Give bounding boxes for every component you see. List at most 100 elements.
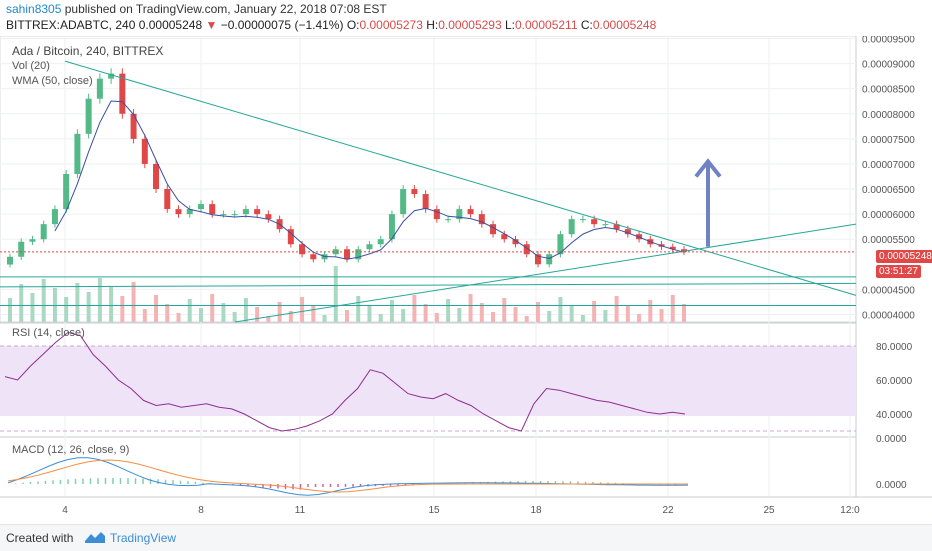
- footer: Created with TradingView: [0, 524, 932, 551]
- candle-body: [624, 229, 631, 235]
- main-panel-frame: [0, 35, 857, 323]
- volume-bar: [558, 297, 563, 322]
- volume-bar: [221, 303, 226, 322]
- candle-body: [119, 73, 126, 114]
- candle-body: [287, 229, 294, 245]
- tradingview-logo-icon: [85, 532, 105, 543]
- candle-body: [265, 214, 272, 220]
- candle-body: [130, 113, 137, 139]
- macd-tick-label: 0.0000: [876, 480, 907, 491]
- volume-bar: [19, 284, 24, 322]
- volume-bar: [670, 295, 675, 322]
- time-tick-label: 15: [428, 505, 440, 516]
- candle-body: [501, 234, 508, 240]
- volume-bar: [154, 295, 159, 322]
- candle-body: [433, 209, 440, 220]
- time-tick-label: 22: [662, 505, 674, 516]
- author-link[interactable]: sahin8305: [6, 2, 62, 16]
- price-tick-label: 0.00007000: [862, 160, 915, 171]
- volume-bar: [389, 300, 394, 322]
- volume-bar: [187, 299, 192, 322]
- close-value: 0.00005248: [592, 18, 657, 32]
- tradingview-brand-link[interactable]: TradingView: [110, 531, 177, 545]
- volume-bar: [423, 304, 428, 322]
- volume-bar: [41, 279, 46, 322]
- chart-svg[interactable]: 4 8 11 15 18 22 25 12:0 0.00009500 0.00009000 0.00…: [0, 35, 932, 524]
- volume-legend: Vol (20): [12, 60, 50, 72]
- rsi-title: RSI (14, close): [12, 327, 85, 339]
- volume-bar: [614, 296, 619, 322]
- candle-body: [242, 209, 249, 215]
- last-price: 0.00005248: [138, 18, 203, 32]
- volume-bar: [603, 310, 608, 322]
- low-label: L:: [504, 18, 515, 32]
- candle-body: [579, 219, 586, 221]
- low-value: 0.00005211: [515, 18, 578, 32]
- rsi-tick-label: 60.0000: [876, 376, 913, 387]
- volume-bar: [502, 298, 507, 322]
- ohlc-line: BITTREX:ADABTC, 240 0.00005248 ▼ −0.0000…: [6, 18, 656, 32]
- price-tick-label: 0.00008000: [862, 110, 915, 121]
- chart-area[interactable]: 4 8 11 15 18 22 25 12:0 0.00009500 0.00009000 0.00…: [0, 35, 932, 524]
- volume-bar: [8, 298, 12, 322]
- current-price-badge: 0.00005248: [876, 250, 932, 263]
- volume-bar: [120, 296, 125, 322]
- open-value: 0.00005273: [359, 18, 423, 32]
- publish-line: sahin8305 published on TradingView.com, …: [6, 2, 387, 16]
- volume-bar: [625, 305, 630, 322]
- high-value: 0.00005293: [438, 18, 502, 32]
- candle-body: [175, 209, 182, 215]
- volume-bar: [86, 292, 91, 322]
- price-tick-label: 0.00006500: [862, 185, 915, 196]
- price-tick-label: 0.00007500: [862, 135, 915, 146]
- candle-body: [63, 173, 70, 210]
- candle-body: [355, 249, 362, 260]
- candle-body: [512, 239, 519, 245]
- price-tick-label: 0.00005500: [862, 235, 915, 246]
- volume-bar: [513, 307, 518, 322]
- candle-body: [478, 214, 485, 225]
- volume-bar: [479, 303, 484, 322]
- down-arrow-icon: ▼: [205, 18, 218, 32]
- volume-bar: [266, 316, 271, 322]
- candle-body: [74, 133, 81, 174]
- candle-body: [85, 98, 92, 134]
- candle-body: [669, 246, 676, 250]
- candle-body: [108, 73, 115, 79]
- price-tick-label: 0.00004000: [862, 310, 915, 321]
- price-tick-label: 0.00009500: [862, 36, 915, 46]
- volume-bar: [637, 314, 642, 322]
- price-tick-label: 0.00004500: [862, 285, 915, 296]
- volume-bar: [277, 302, 282, 322]
- volume-bar: [457, 308, 462, 322]
- volume-bar: [176, 313, 181, 322]
- candle-body: [209, 204, 216, 215]
- candle-body: [164, 189, 171, 210]
- volume-bar: [434, 313, 439, 322]
- volume-bar: [75, 283, 80, 322]
- candle-body: [344, 249, 350, 260]
- volume-bar: [580, 315, 585, 322]
- candle-body: [254, 209, 261, 215]
- volume-bar: [356, 296, 361, 322]
- candle-body: [220, 214, 227, 216]
- time-tick-label: 11: [295, 505, 306, 516]
- horizontal-support-line: [0, 282, 857, 288]
- volume-bar: [569, 306, 574, 322]
- price-tick-label: 0.00008500: [862, 85, 915, 96]
- volume-bar: [659, 309, 664, 322]
- candle-body: [310, 254, 317, 260]
- candle-body: [153, 163, 160, 190]
- time-tick-label: 18: [530, 505, 542, 516]
- rsi-line: [4, 331, 686, 432]
- volume-bar: [311, 306, 316, 322]
- candle-body: [366, 244, 373, 250]
- candle-body: [7, 256, 13, 265]
- rsi-tick-label: 80.0000: [876, 342, 913, 353]
- price-tick-label: 0.00006000: [862, 210, 915, 221]
- volume-bar: [232, 312, 237, 322]
- candle-body: [231, 214, 238, 216]
- volume-bar: [255, 307, 260, 322]
- volume-bar: [412, 295, 417, 322]
- countdown-badge: 03:51:27: [876, 265, 921, 278]
